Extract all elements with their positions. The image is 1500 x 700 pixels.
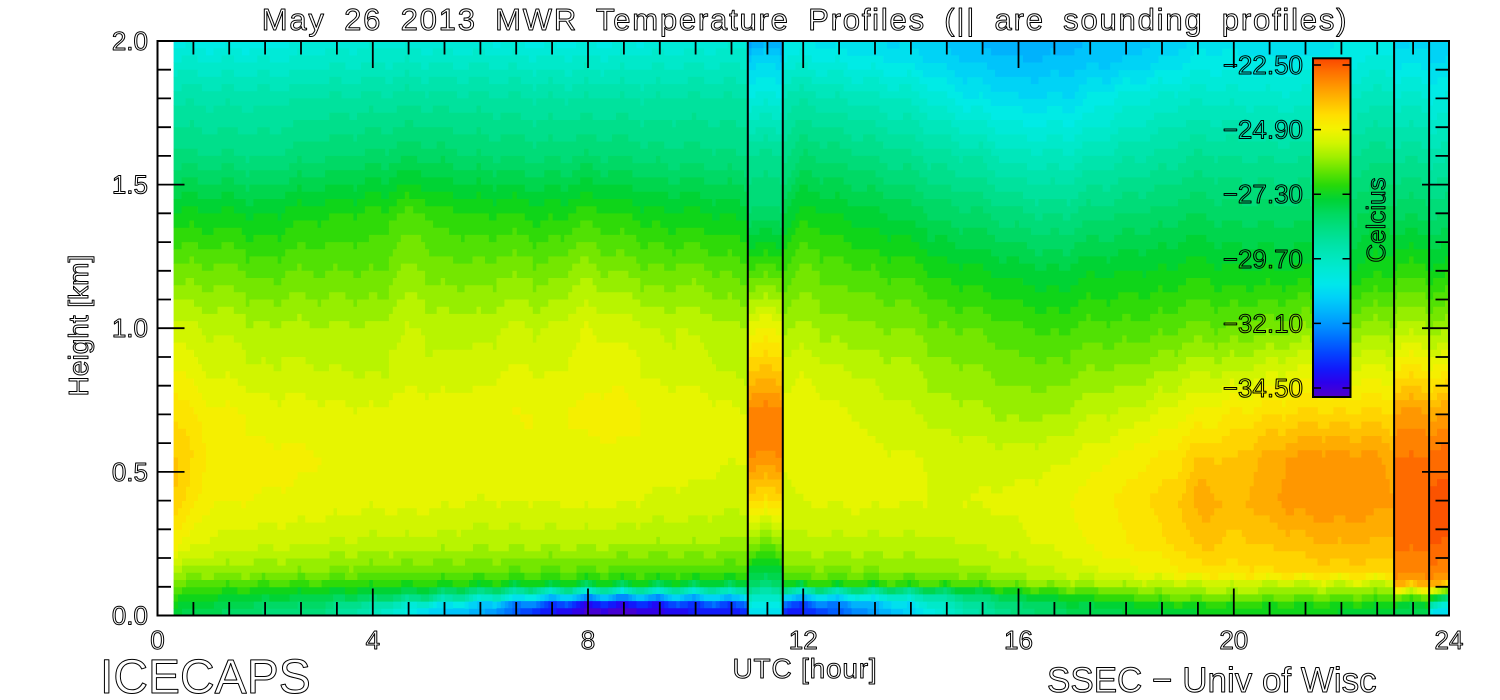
svg-text:ICECAPS: ICECAPS <box>100 651 311 700</box>
svg-text:Height [km]: Height [km] <box>63 255 94 397</box>
svg-text:UTC [hour]: UTC [hour] <box>733 653 878 684</box>
svg-text:12: 12 <box>789 625 818 655</box>
svg-text:16: 16 <box>1004 625 1033 655</box>
svg-text:SSEC − Univ of Wisc: SSEC − Univ of Wisc <box>1047 661 1377 700</box>
svg-text:−24.90: −24.90 <box>1223 115 1303 145</box>
svg-text:−27.30: −27.30 <box>1223 179 1303 209</box>
svg-text:−22.50: −22.50 <box>1223 50 1303 80</box>
svg-text:0.5: 0.5 <box>112 457 148 487</box>
svg-text:0: 0 <box>150 625 164 655</box>
svg-text:−29.70: −29.70 <box>1223 244 1303 274</box>
svg-text:20: 20 <box>1219 625 1248 655</box>
svg-text:0.0: 0.0 <box>112 601 148 631</box>
svg-text:2.0: 2.0 <box>112 26 148 56</box>
svg-text:−32.10: −32.10 <box>1223 308 1303 338</box>
svg-text:24: 24 <box>1435 625 1464 655</box>
svg-text:Celcius: Celcius <box>1361 177 1391 262</box>
svg-text:1.5: 1.5 <box>112 170 148 200</box>
svg-text:8: 8 <box>581 625 595 655</box>
svg-text:−34.50: −34.50 <box>1223 373 1303 403</box>
svg-text:4: 4 <box>366 625 380 655</box>
svg-text:1.0: 1.0 <box>112 313 148 343</box>
svg-text:May 26 2013 MWR Temperature Pr: May 26 2013 MWR Temperature Profiles (||… <box>262 2 1349 37</box>
